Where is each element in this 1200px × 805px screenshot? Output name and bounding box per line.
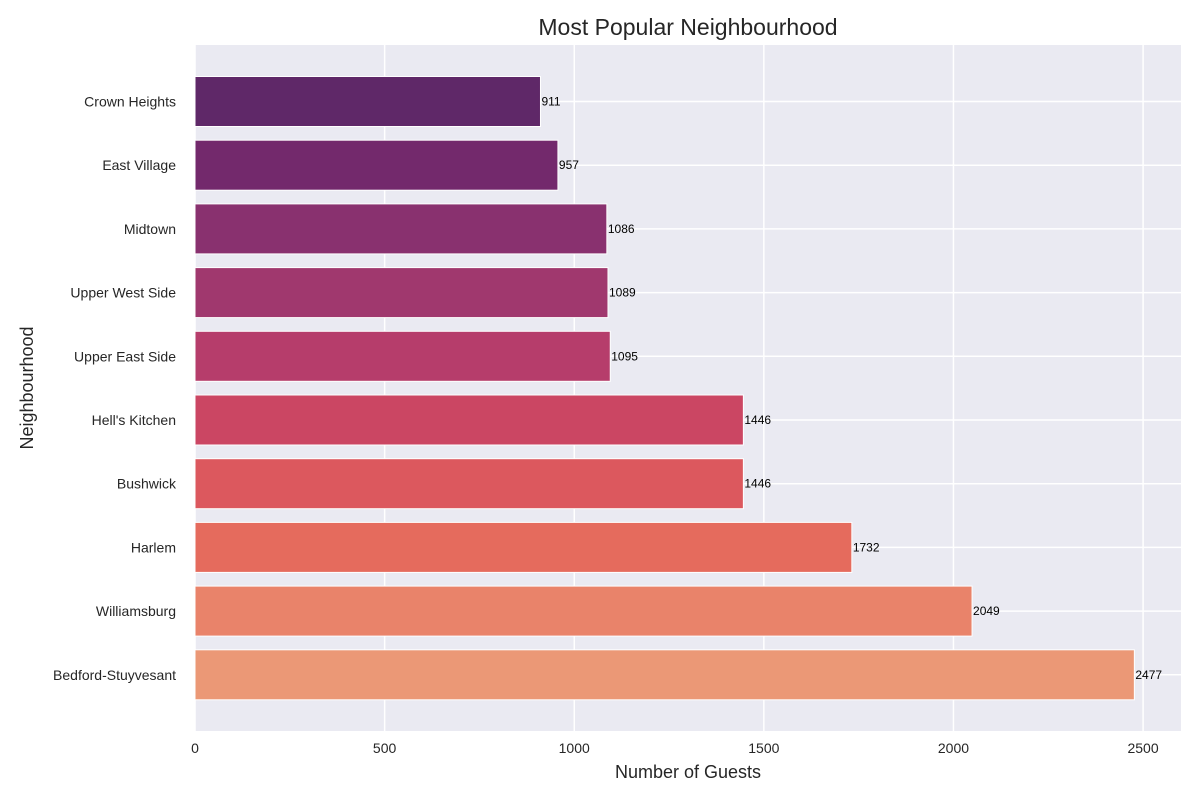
y-tick-label: Crown Heights [84,94,176,110]
y-tick-label: Bushwick [117,476,177,492]
y-tick-label: Midtown [124,221,176,237]
y-tick-label: Williamsburg [96,603,176,619]
y-tick-label: Upper West Side [70,285,176,301]
x-tick-label: 2000 [938,740,969,756]
y-tick-label: Harlem [131,539,176,555]
y-tick-label: Bedford-Stuyvesant [53,667,176,683]
y-tick-label: East Village [102,157,176,173]
x-tick-label: 1500 [748,740,779,756]
bar-value-label: 2049 [973,604,1000,618]
x-tick-label: 0 [191,740,199,756]
bar [194,394,744,446]
bars [194,76,1135,701]
bar-value-label: 1089 [609,286,636,300]
bar-value-label: 1446 [744,477,771,491]
bar-value-label: 911 [541,95,560,109]
bar-value-label: 1732 [853,540,880,554]
bar [194,203,608,255]
bar [194,521,853,573]
bar [194,76,541,127]
bar [194,267,609,319]
x-tick-label: 1000 [559,740,590,756]
bar-value-label: 1095 [611,349,638,363]
x-tick-labels: 0 500 1000 1500 2000 2500 [191,740,1159,756]
bar-value-labels: 911 957 1086 1089 1095 1446 1446 1732 2049 2477 [541,95,1162,682]
bar-value-label: 2477 [1135,668,1162,682]
y-axis-title: Neighbourhood [17,326,37,449]
bar-value-label: 1086 [608,222,635,236]
bar [194,458,744,510]
y-tick-label: Hell's Kitchen [92,412,176,428]
bar-value-label: 1446 [744,413,771,427]
bar [194,330,611,382]
y-tick-labels: Crown Heights East Village Midtown Upper We… [53,94,177,683]
x-tick-label: 2500 [1127,740,1158,756]
bar [194,585,973,637]
bar-value-label: 957 [559,158,579,172]
x-axis-title: Number of Guests [615,762,761,782]
bar [194,139,559,191]
y-tick-label: Upper East Side [74,348,176,364]
x-tick-label: 500 [373,740,397,756]
chart-title: Most Popular Neighbourhood [538,14,837,40]
bar [194,649,1135,701]
